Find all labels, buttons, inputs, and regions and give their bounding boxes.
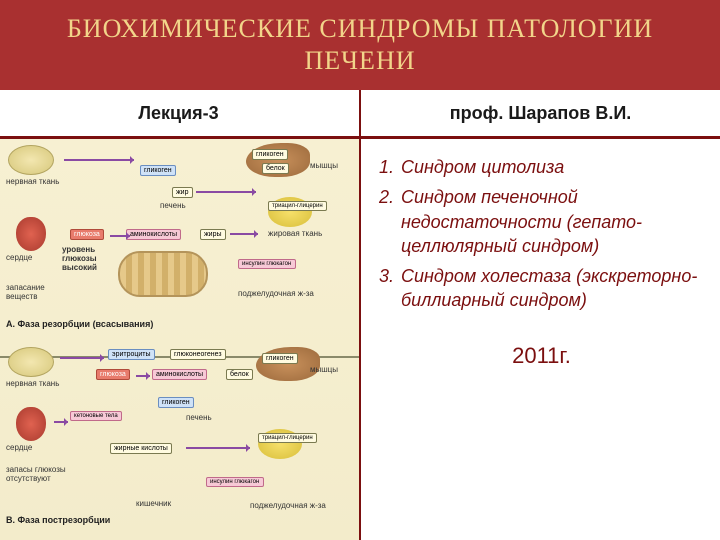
- heart-icon-b: [16, 407, 46, 441]
- slide-root: БИОХИМИЧЕСКИЕ СИНДРОМЫ ПАТОЛОГИИ ПЕЧЕНИ …: [0, 0, 720, 540]
- tag-insulin-b: инсулин глюкагон: [206, 477, 264, 487]
- arrow-icon: [196, 191, 256, 193]
- body-row: нервная ткань сердце запасание веществ г…: [0, 136, 720, 540]
- tag-glycogen-mid-b: гликоген: [158, 397, 194, 408]
- panel-a-caption: А. Фаза резорбции (всасывания): [6, 319, 153, 329]
- arrow-icon: [110, 235, 130, 237]
- label-pancreas-b: поджелудочная ж-за: [250, 501, 330, 510]
- tag-glucose-b: глюкоза: [96, 369, 130, 380]
- tag-protein-b: белок: [226, 369, 253, 380]
- label-liver-b: печень: [186, 413, 212, 422]
- tag-amino-b: аминокислоты: [152, 369, 207, 380]
- tag-gluconeo: глюконеогенез: [170, 349, 226, 360]
- arrow-icon: [230, 233, 258, 235]
- author-name: проф. Шарапов В.И.: [361, 90, 720, 136]
- label-muscle-a: мышцы: [310, 161, 338, 170]
- label-intestine-b: кишечник: [136, 499, 171, 508]
- year-label: 2011г.: [379, 343, 704, 369]
- title-bar: БИОХИМИЧЕСКИЕ СИНДРОМЫ ПАТОЛОГИИ ПЕЧЕНИ: [0, 0, 720, 90]
- brain-icon: [8, 145, 54, 175]
- tag-protein-liver: белок: [262, 163, 289, 174]
- tag-ketone: кетоновые тела: [70, 411, 122, 421]
- item-text: Синдром цитолиза: [401, 155, 564, 179]
- label-heart-b: сердце: [6, 443, 32, 452]
- label-no-glucose: запасы глюкозы отсутствуют: [6, 465, 66, 483]
- panel-b-caption: В. Фаза пострезорбции: [6, 515, 110, 525]
- item-text: Синдром холестаза (экскреторно-биллиарны…: [401, 264, 704, 313]
- heart-icon: [16, 217, 46, 251]
- diagram-panel: нервная ткань сердце запасание веществ г…: [0, 139, 359, 540]
- intestine-icon-a: [118, 251, 208, 297]
- label-liver-a: печень: [160, 201, 186, 210]
- arrow-icon: [136, 375, 150, 377]
- tag-fatty-acids: жирные кислоты: [110, 443, 172, 454]
- item-number: 1.: [379, 155, 401, 179]
- syndrome-list: 1. Синдром цитолиза 2. Синдром печеночно…: [379, 155, 704, 319]
- label-muscle-b: мышцы: [310, 365, 338, 374]
- label-heart: сердце: [6, 253, 32, 262]
- tag-glucose-a: глюкоза: [70, 229, 104, 240]
- tag-triacyl-b: триацил-глицерин: [258, 433, 317, 443]
- slide-title: БИОХИМИЧЕСКИЕ СИНДРОМЫ ПАТОЛОГИИ ПЕЧЕНИ: [24, 13, 696, 78]
- label-fat-tissue-a: жировая ткань: [268, 229, 328, 238]
- syndrome-panel: 1. Синдром цитолиза 2. Синдром печеночно…: [361, 139, 720, 540]
- label-nerve-tissue-b: нервная ткань: [6, 379, 59, 388]
- label-nerve-tissue: нервная ткань: [6, 177, 59, 186]
- tag-insulin-a: инсулин глюкагон: [238, 259, 296, 269]
- arrow-icon: [60, 357, 104, 359]
- arrow-icon: [64, 159, 134, 161]
- lecture-number: Лекция-3: [0, 90, 359, 136]
- tag-fat: жир: [172, 187, 193, 198]
- arrow-icon: [186, 447, 250, 449]
- label-glucose-high: уровень глюкозы высокий: [62, 245, 112, 272]
- brain-icon-b: [8, 347, 54, 377]
- metabolic-diagram: нервная ткань сердце запасание веществ г…: [0, 139, 359, 540]
- item-text: Синдром печеночной недостаточности (гепа…: [401, 185, 704, 258]
- tag-amino-a: аминокислоты: [126, 229, 181, 240]
- item-number: 2.: [379, 185, 401, 258]
- label-pancreas-a: поджелудочная ж-за: [238, 289, 318, 298]
- subheader-row: Лекция-3 проф. Шарапов В.И.: [0, 90, 720, 136]
- label-storage: запасание веществ: [6, 283, 66, 301]
- arrow-icon: [54, 421, 68, 423]
- item-number: 3.: [379, 264, 401, 313]
- list-item: 3. Синдром холестаза (экскреторно-биллиа…: [379, 264, 704, 313]
- tag-glycogen-liver: гликоген: [252, 149, 288, 160]
- tag-erythro: эритроциты: [108, 349, 155, 360]
- list-item: 2. Синдром печеночной недостаточности (г…: [379, 185, 704, 258]
- list-item: 1. Синдром цитолиза: [379, 155, 704, 179]
- tag-glycogen-b: гликоген: [262, 353, 298, 364]
- tag-glycogen-mid: гликоген: [140, 165, 176, 176]
- tag-fats-a: жиры: [200, 229, 226, 240]
- tag-triacyl-a: триацил-глицерин: [268, 201, 327, 211]
